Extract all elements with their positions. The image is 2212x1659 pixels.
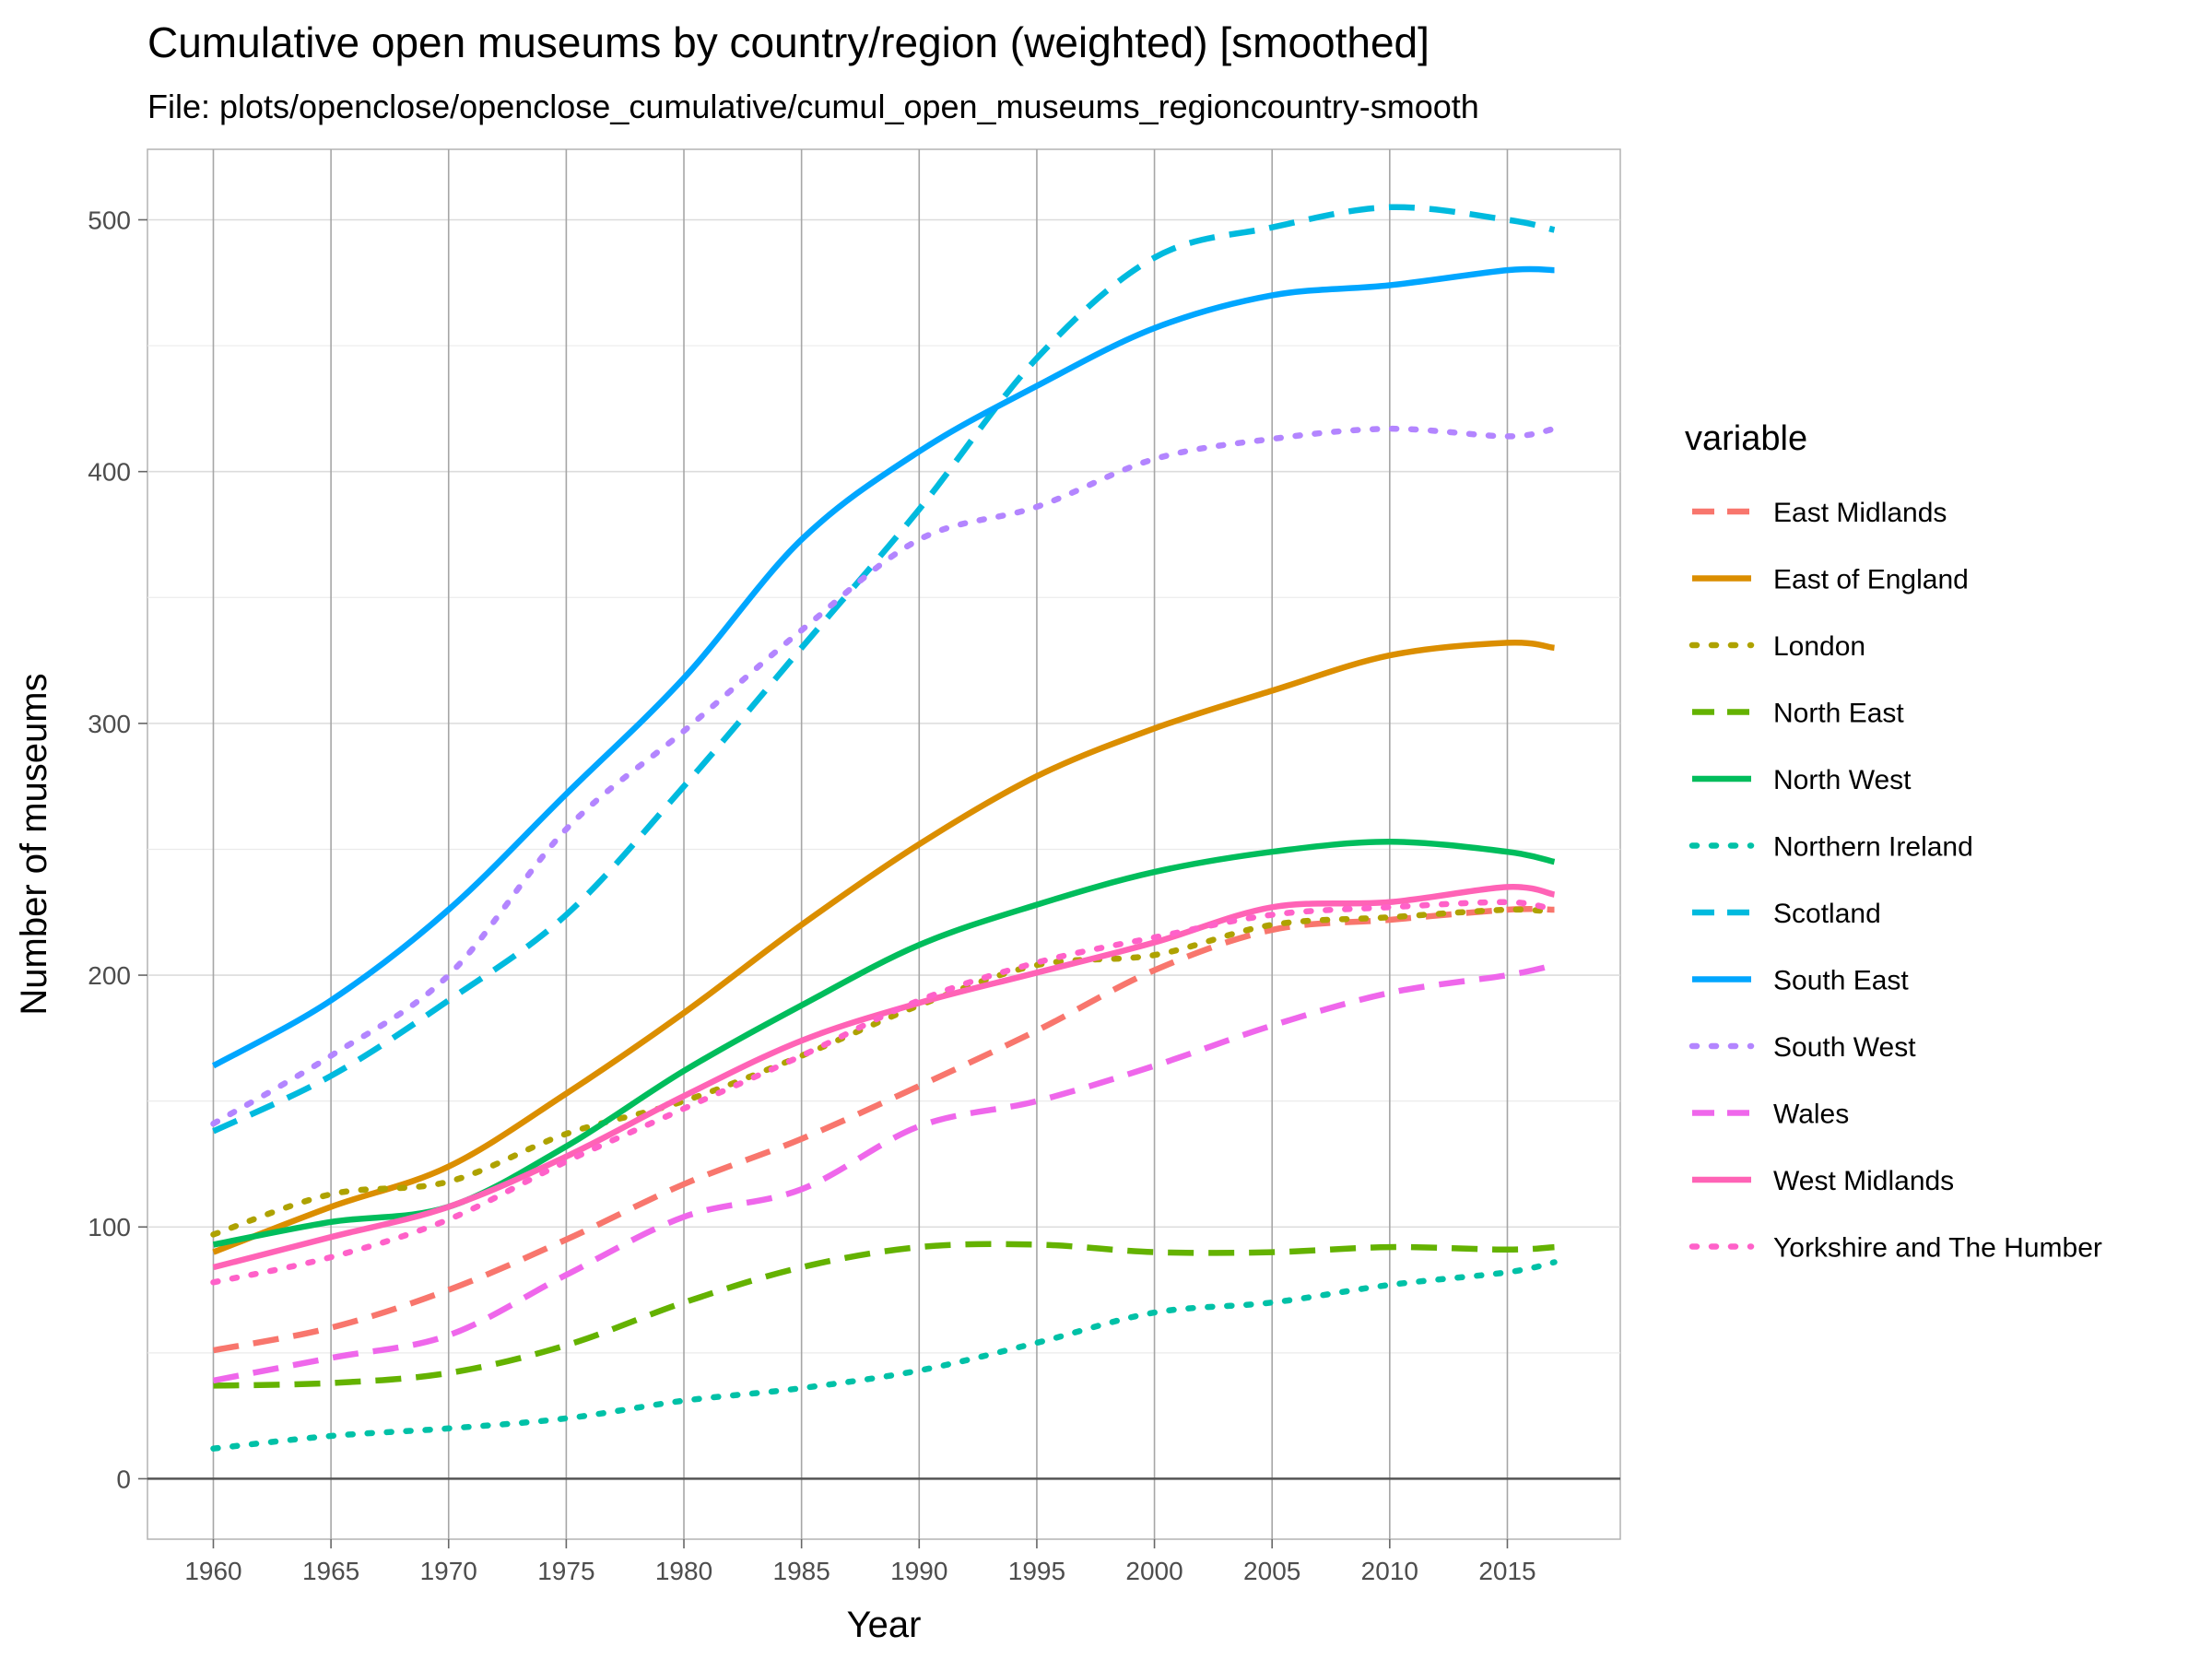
legend: variable East Midlands East of England Lon… (1685, 419, 2102, 1264)
legend-item-northern-ireland: Northern Ireland (1688, 832, 1973, 863)
legend-item-yorkshire-and-the-humber: Yorkshire and The Humber (1688, 1233, 2102, 1264)
series-line-north-east (213, 1241, 1555, 1389)
legend-item-east-midlands: East Midlands (1692, 498, 1947, 528)
legend-label-wales: Wales (1773, 1100, 1849, 1130)
legend-item-north-west: North West (1692, 765, 1912, 795)
x-tick-label: 2010 (1361, 1557, 1418, 1585)
legend-label-west-midlands: West Midlands (1773, 1166, 1954, 1196)
series-line-scotland (212, 204, 1556, 1135)
legend-label-south-west: South West (1773, 1032, 1916, 1063)
x-tick-label: 1980 (655, 1557, 712, 1585)
y-tick-label: 100 (88, 1213, 131, 1241)
legend-item-west-midlands: West Midlands (1692, 1166, 1954, 1196)
y-tick-label: 500 (88, 206, 131, 234)
x-tick-label: 1960 (184, 1557, 241, 1585)
legend-label-east-midlands: East Midlands (1773, 498, 1947, 528)
legend-items: East Midlands East of England London North … (1688, 498, 2102, 1264)
legend-item-north-east: North East (1692, 699, 1904, 729)
x-tick-label: 1985 (773, 1557, 830, 1585)
legend-item-south-east: South East (1692, 966, 1909, 996)
y-axis: 0 100 200 300 400 500 (88, 206, 147, 1493)
y-tick-label: 400 (88, 458, 131, 487)
legend-label-northern-ireland: Northern Ireland (1773, 832, 1973, 863)
series-line-northern-ireland (210, 1259, 1558, 1452)
x-tick-label: 1965 (302, 1557, 359, 1585)
series-lines (210, 204, 1558, 1452)
y-axis-title: Number of museums (14, 673, 54, 1015)
series-line-yorkshire-and-the-humber (210, 899, 1558, 1286)
legend-item-south-west: South West (1688, 1032, 1916, 1063)
legend-title: variable (1685, 419, 1807, 458)
x-tick-label: 2005 (1243, 1557, 1300, 1585)
legend-label-london: London (1773, 631, 1865, 662)
x-tick-label: 2015 (1478, 1557, 1535, 1585)
x-tick-label: 1970 (420, 1557, 477, 1585)
series-line-london (210, 906, 1558, 1238)
legend-label-yorkshire-and-the-humber: Yorkshire and The Humber (1773, 1233, 2102, 1264)
legend-item-london: London (1688, 631, 1865, 662)
legend-label-north-west: North West (1773, 765, 1912, 795)
legend-label-north-east: North East (1773, 699, 1904, 729)
grid-minor (147, 345, 1620, 1354)
legend-item-east-of-england: East of England (1692, 565, 1969, 595)
legend-label-south-east: South East (1773, 966, 1909, 996)
series-line-south-west (210, 425, 1558, 1127)
chart-subtitle: File: plots/openclose/openclose_cumulati… (147, 88, 1479, 125)
legend-item-scotland: Scotland (1692, 899, 1881, 929)
series-line-south-east (211, 265, 1555, 1069)
chart-title: Cumulative open museums by country/regio… (147, 18, 1430, 66)
x-tick-label: 1975 (537, 1557, 594, 1585)
series-line-west-midlands (212, 884, 1556, 1271)
series-line-east-of-england (212, 639, 1555, 1255)
y-tick-label: 0 (116, 1465, 131, 1493)
legend-label-east-of-england: East of England (1773, 565, 1969, 595)
series-line-wales (212, 961, 1556, 1384)
x-axis: 1960 1965 1970 1975 1980 1985 1990 1995 2000 2005… (184, 1539, 1536, 1585)
plot-panel (147, 148, 1621, 1540)
y-tick-label: 300 (88, 710, 131, 738)
x-axis-title: Year (847, 1605, 922, 1645)
y-tick-label: 200 (88, 961, 131, 990)
x-tick-label: 2000 (1125, 1557, 1182, 1585)
x-tick-label: 1995 (1008, 1557, 1065, 1585)
legend-item-wales: Wales (1692, 1100, 1849, 1130)
x-tick-label: 1990 (890, 1557, 947, 1585)
legend-label-scotland: Scotland (1773, 899, 1881, 929)
